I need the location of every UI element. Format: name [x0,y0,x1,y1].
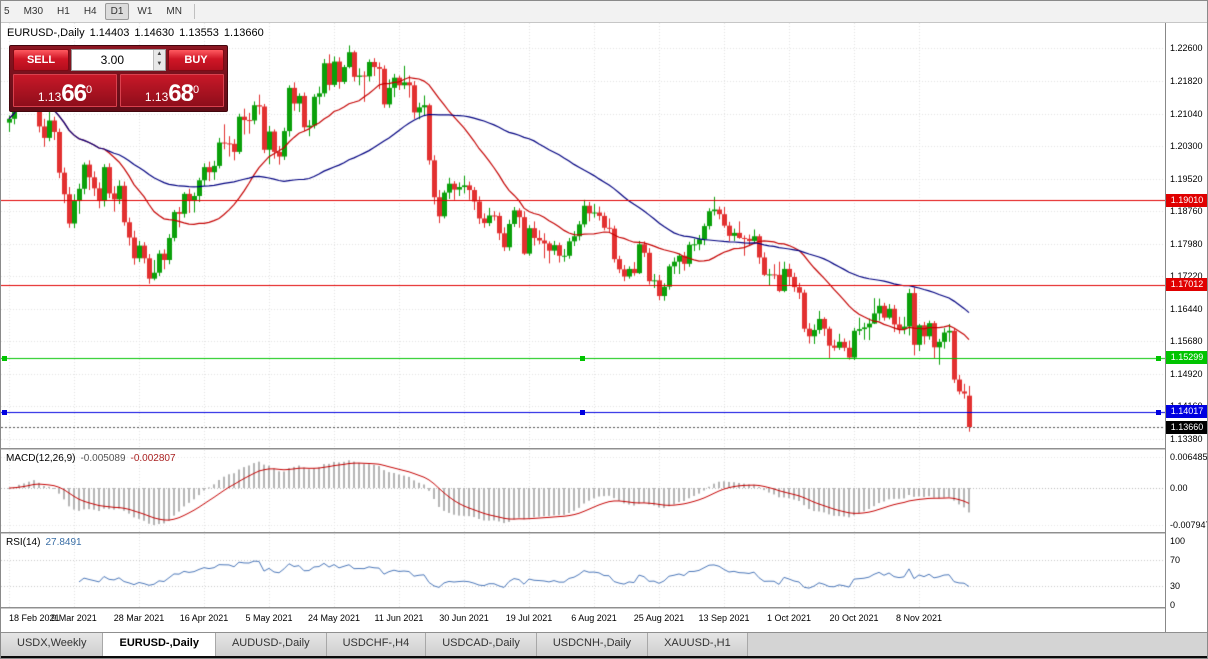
timeframe-button-mn[interactable]: MN [166,6,182,17]
timeframe-button-h1[interactable]: H1 [57,6,70,17]
chart-title: EURUSD-,Daily 1.14403 1.14630 1.13553 1.1366… [7,27,269,39]
price-axis-label: 1.18760 [1170,205,1203,216]
macd-axis-label: 0.006485 [1170,452,1208,463]
timeframe-button-m30[interactable]: M30 [23,6,44,17]
volume-decrease-button[interactable]: ▼ [153,60,165,70]
time-axis-label: 9 Mar 2021 [51,613,97,623]
time-axis-label: 5 May 2021 [245,613,293,623]
chart-tab-usdcad-[interactable]: USDCAD-,Daily [426,633,537,656]
line-handle[interactable] [2,409,7,415]
level-price-tag: 1.19010 [1166,193,1207,207]
rsi-axis-label: 30 [1170,580,1181,591]
chart-symbol-period: EURUSD-,Daily [7,27,85,39]
rsi-axis-label: 0 [1170,600,1176,610]
time-axis-label: 8 Nov 2021 [895,613,943,623]
line-handle[interactable] [580,409,585,415]
macd-indicator-label: MACD(12,26,9) -0.005089 -0.002807 [6,453,176,464]
chart-tab-eurusd-[interactable]: EURUSD-,Daily [103,633,216,656]
bid-pipette: 0 [85,84,93,96]
chart-tab-usdcnh-[interactable]: USDCNH-,Daily [536,633,649,656]
time-axis-label: 6 Aug 2021 [571,613,617,623]
rsi-name: RSI(14) [6,537,41,548]
time-axis-label: 18 Feb 2021 [9,613,60,623]
macd-main-value: -0.005089 [80,453,126,464]
macd-axis-label: -0.007947 [1170,520,1208,531]
bid-big-digits: 66 [61,80,87,107]
level-price-tag: 1.17012 [1166,278,1207,292]
ask-prefix: 1.13 [144,90,169,104]
timeframe-button-d1[interactable]: D1 [104,3,130,20]
ask-pipette: 0 [192,84,200,96]
time-axis-label: 30 Jun 2021 [439,613,489,623]
macd-axis-label: 0.00 [1170,483,1188,493]
bottom-strip [1,656,1207,658]
time-axis-splitter [1,607,1165,609]
toolbar-separator [193,4,195,19]
ohlc-high: 1.14630 [134,27,175,39]
ask-price-display[interactable]: 1.13680 [120,74,224,107]
line-handle[interactable] [580,355,585,361]
rsi-indicator-label: RSI(14) 27.8491 [6,537,82,548]
chart-tabs-bar: USDX,Weekly EURUSD-,Daily AUDUSD-,Daily USD… [1,632,1207,656]
time-axis-label: 1 Oct 2021 [766,613,812,623]
timeframe-button-5[interactable]: 5 [4,6,10,17]
price-axis-label: 1.19520 [1170,173,1203,184]
macd-indicator-canvas[interactable] [1,450,1165,532]
time-axis-label: 16 Apr 2021 [179,613,229,623]
level-price-tag: 1.15299 [1166,351,1207,365]
price-axis-label: 1.17980 [1170,238,1203,249]
chart-tab-audusd-[interactable]: AUDUSD-,Daily [215,633,327,656]
price-axis-label: 1.22600 [1170,43,1203,53]
time-axis-label: 11 Jun 2021 [374,613,424,623]
volume-control: ▲ ▼ [71,49,166,71]
level-price-tag: 1.14017 [1166,405,1207,419]
timeframe-button-h4[interactable]: H4 [83,6,97,17]
price-axis-label: 1.16440 [1170,304,1203,315]
timeframe-toolbar: 5 M30 H1 H4 D1 W1 MN [1,1,1207,23]
time-axis-label: 28 Mar 2021 [113,613,165,623]
line-handle[interactable] [2,355,7,361]
macd-name: MACD(12,26,9) [6,453,76,464]
price-axis-label: 1.21820 [1170,76,1203,87]
line-handle[interactable] [1156,355,1161,361]
line-handle[interactable] [1156,409,1161,415]
current-price-tag: 1.13660 [1166,420,1207,434]
time-axis-label: 19 Jul 2021 [505,613,553,623]
chart-tab-usdx[interactable]: USDX,Weekly [1,633,104,656]
ohlc-close: 1.13660 [223,27,264,39]
rsi-panel-splitter[interactable] [1,532,1165,534]
price-axis-label: 1.15680 [1170,336,1203,347]
bid-price-display[interactable]: 1.13660 [13,74,117,107]
price-axis-label: 1.13380 [1170,433,1203,444]
price-axis-label: 1.17220 [1170,271,1203,282]
macd-panel-splitter[interactable] [1,448,1165,450]
time-axis-label: 20 Oct 2021 [829,613,879,623]
buy-button[interactable]: BUY [168,49,224,71]
time-axis-label: 13 Sep 2021 [698,613,750,623]
rsi-axis-label: 100 [1170,536,1186,546]
ohlc-open: 1.14403 [89,27,130,39]
timeframe-button-w1[interactable]: W1 [137,6,153,17]
chart-tab-xauusd-[interactable]: XAUUSD-,H1 [648,633,748,656]
price-axis[interactable] [1165,23,1207,632]
time-axis-label: 25 Aug 2021 [633,613,685,623]
price-axis-label: 1.21040 [1170,109,1203,120]
rsi-indicator-canvas[interactable] [1,534,1165,607]
one-click-trading-panel: SELL ▲ ▼ BUY 1.13660 1.13680 [9,45,228,112]
rsi-axis-label: 70 [1170,555,1181,566]
bid-prefix: 1.13 [37,90,62,104]
price-axis-label: 1.20300 [1170,140,1203,151]
rsi-value: 27.8491 [45,537,82,548]
macd-signal-value: -0.002807 [130,453,176,464]
volume-input[interactable] [72,50,153,70]
price-axis-label: 1.14920 [1170,368,1203,379]
ohlc-low: 1.13553 [179,27,219,39]
time-axis-label: 24 May 2021 [307,613,361,623]
sell-button[interactable]: SELL [13,49,69,71]
volume-increase-button[interactable]: ▲ [153,50,165,60]
chart-tab-usdchf-[interactable]: USDCHF-,H4 [326,633,427,656]
ask-big-digits: 68 [168,80,194,107]
